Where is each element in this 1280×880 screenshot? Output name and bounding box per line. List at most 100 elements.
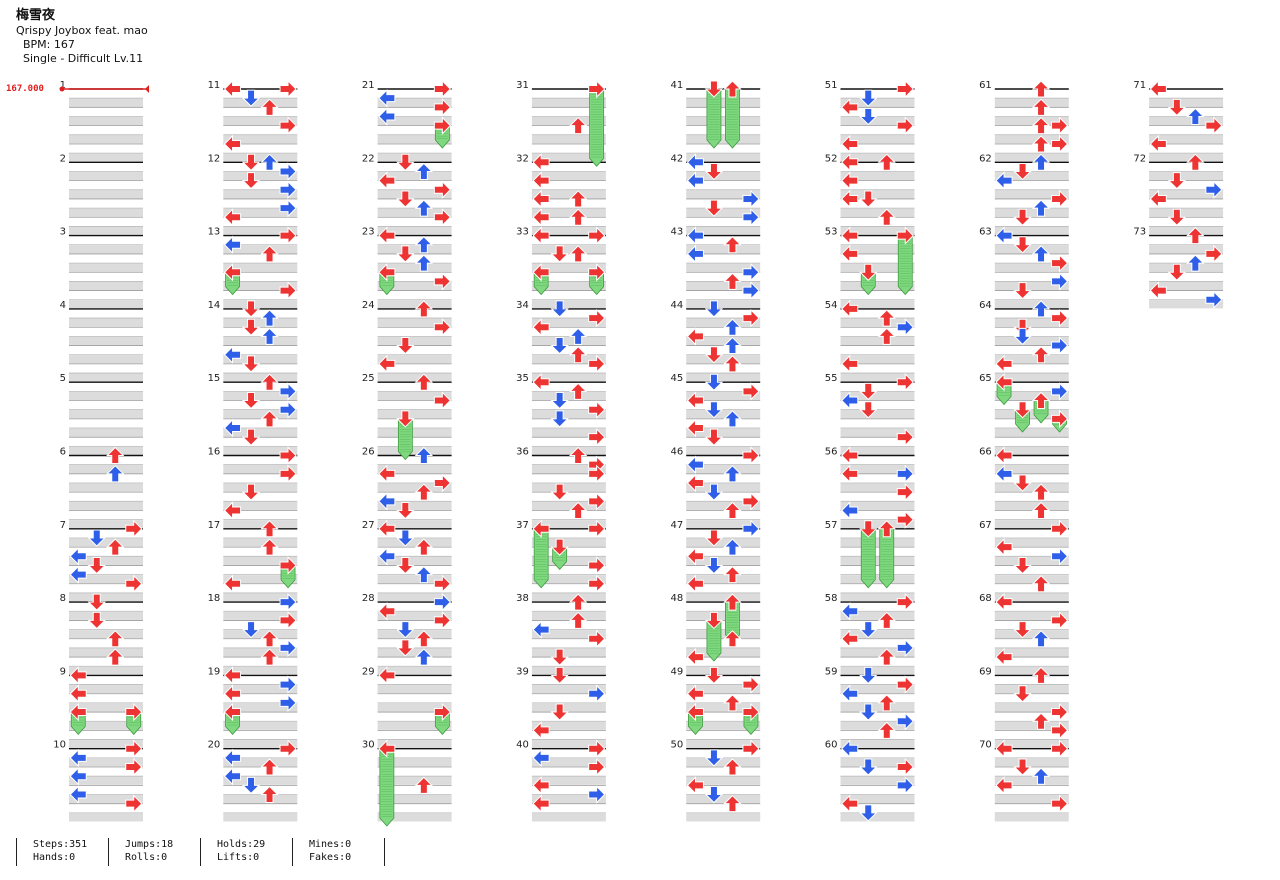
arrow-up-icon: [568, 446, 588, 464]
arrow-left-icon: [995, 464, 1013, 484]
arrow-right-icon: [742, 739, 760, 758]
arrow-left-icon: [532, 620, 550, 639]
arrow-right-icon: [1051, 547, 1069, 566]
arrow-down-icon: [87, 611, 106, 630]
arrow-left-icon: [532, 171, 550, 190]
arrow-up-icon: [1031, 483, 1051, 501]
measure-number: 2: [60, 153, 66, 164]
measure-26: 26: [362, 447, 452, 529]
arrow-up-icon: [414, 199, 434, 217]
arrow-right-icon: [588, 684, 606, 703]
arrow-right-icon: [125, 702, 143, 722]
arrow-right-icon: [896, 464, 914, 484]
measure-35: 35: [516, 373, 606, 455]
arrow-right-icon: [742, 492, 760, 511]
measure-number: 57: [825, 520, 838, 531]
bpm-change-end: [145, 85, 149, 93]
measure-44: 44: [670, 300, 761, 382]
measure-47: 47: [670, 520, 761, 602]
measure-number: 67: [979, 520, 992, 531]
arrow-down-icon: [859, 621, 878, 639]
measure-20: 20: [208, 740, 298, 822]
measure-number: 63: [979, 227, 992, 238]
arrow-up-icon: [260, 153, 279, 171]
stat-group-mines: Mines:0 Fakes:0: [292, 838, 351, 866]
arrow-left-icon: [69, 547, 87, 566]
arrow-right-icon: [279, 162, 297, 181]
arrow-down-icon: [859, 520, 878, 538]
measure-number: 53: [825, 227, 838, 238]
arrow-down-icon: [396, 639, 415, 657]
arrow-up-icon: [1031, 80, 1051, 98]
arrow-left-icon: [532, 208, 550, 227]
measure-number: 51: [825, 80, 838, 91]
measure-24: 24: [362, 300, 452, 382]
arrow-right-icon: [896, 776, 914, 795]
arrow-right-icon: [1051, 382, 1069, 401]
arrow-up-icon: [106, 465, 125, 483]
arrow-up-icon: [414, 565, 434, 584]
arrow-right-icon: [279, 281, 297, 300]
song-artist: Qrispy Joybox feat. mao: [16, 24, 148, 38]
measure-46: 46: [670, 447, 761, 529]
arrow-up-icon: [1186, 226, 1205, 245]
arrow-right-icon: [1051, 189, 1069, 209]
arrow-right-icon: [1051, 253, 1069, 273]
arrow-left-icon: [686, 776, 704, 795]
arrow-down-icon: [859, 263, 878, 281]
arrow-up-icon: [1031, 630, 1051, 648]
arrow-up-icon: [568, 116, 588, 135]
arrow-up-icon: [1031, 501, 1051, 519]
arrow-left-icon: [841, 391, 859, 410]
stats-end-divider: [384, 838, 385, 866]
measure-41: 41: [670, 80, 761, 162]
arrow-right-icon: [896, 592, 914, 612]
arrow-down-icon: [704, 199, 724, 217]
arrow-up-icon: [1031, 767, 1051, 785]
measure-number: 42: [670, 153, 683, 164]
arrow-up-icon: [260, 785, 279, 804]
arrow-down-icon: [1167, 263, 1187, 281]
arrow-left-icon: [686, 418, 704, 438]
arrow-left-icon: [532, 372, 550, 392]
measure-number: 44: [670, 300, 683, 311]
measure-70: 70: [979, 740, 1069, 822]
measure-number: 39: [516, 666, 529, 677]
arrow-right-icon: [1051, 116, 1069, 135]
arrow-right-icon: [896, 427, 914, 447]
arrow-down-icon: [704, 80, 724, 98]
arrow-left-icon: [69, 785, 87, 804]
measure-number: 56: [825, 447, 838, 458]
arrow-left-icon: [378, 547, 396, 566]
arrow-up-icon: [877, 611, 896, 629]
arrow-right-icon: [1205, 116, 1223, 135]
measure-number: 46: [670, 447, 683, 458]
measure-5: 5: [60, 373, 143, 455]
arrow-up-icon: [106, 446, 125, 464]
measure-number: 19: [208, 666, 221, 677]
arrow-right-icon: [279, 446, 297, 465]
arrow-up-icon: [568, 190, 588, 208]
song-difficulty: Single - Difficult Lv.11: [23, 51, 144, 65]
measure-number: 43: [670, 227, 683, 238]
arrow-left-icon: [378, 602, 396, 621]
arrow-down-icon: [1013, 327, 1032, 346]
arrow-left-icon: [995, 446, 1013, 465]
arrow-left-icon: [532, 794, 550, 813]
measure-number: 68: [979, 593, 992, 604]
arrow-right-icon: [433, 391, 452, 410]
arrow-up-icon: [414, 538, 434, 556]
measure-22: 22: [362, 153, 452, 236]
arrow-down-icon: [396, 190, 415, 208]
measure-6: 6: [60, 447, 143, 529]
arrow-down-icon: [241, 89, 261, 107]
arrow-up-icon: [723, 565, 742, 584]
arrow-up-icon: [1031, 346, 1051, 364]
measure-53: 53: [825, 227, 915, 309]
arrow-right-icon: [433, 611, 452, 630]
arrow-right-icon: [588, 400, 606, 419]
arrow-right-icon: [433, 318, 452, 337]
measure-number: 15: [208, 373, 221, 384]
measure-62: 62: [979, 153, 1069, 236]
stat-steps: Steps:351: [33, 839, 88, 850]
